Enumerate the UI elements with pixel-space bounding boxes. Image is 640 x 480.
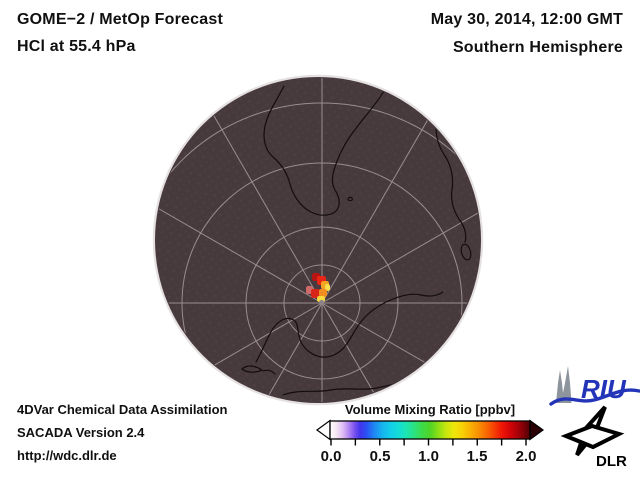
coast-africa <box>435 117 467 243</box>
coast-falklands <box>347 196 353 202</box>
plot-title-instrument: GOME−2 / MetOp Forecast <box>17 11 223 28</box>
plot-datetime: May 30, 2014, 12:00 GMT <box>430 11 623 28</box>
footer-url: http://wdc.dlr.de <box>17 448 117 463</box>
riu-wordmark: RIU <box>581 374 627 404</box>
riu-swoosh <box>549 388 640 406</box>
globe-rim <box>152 74 484 406</box>
data-cell <box>325 284 330 291</box>
pole-marker <box>318 299 325 306</box>
cathedral-icon <box>556 366 572 403</box>
footer-version: SACADA Version 2.4 <box>17 425 145 440</box>
riu-logo: RIU <box>549 366 640 406</box>
coast-south-america <box>263 85 389 216</box>
colorbar-tick-label: 1.0 <box>418 448 439 465</box>
footer-assimilation: 4DVar Chemical Data Assimilation <box>17 402 228 417</box>
colorbar-ticks <box>330 439 527 446</box>
colorbar-right-arrow <box>529 419 545 441</box>
globe-data-texture <box>156 78 480 402</box>
colorbar-tick-label: 2.0 <box>516 448 537 465</box>
dlr-emblem-horizontal <box>560 423 625 450</box>
hcl-data-cluster <box>306 273 330 306</box>
dlr-wordmark: DLR <box>596 453 627 470</box>
colorbar-tick-label: 1.5 <box>467 448 488 465</box>
meridian-line <box>321 302 470 402</box>
dlr-logo: DLR <box>560 405 627 470</box>
meridian-line <box>156 155 323 304</box>
colorbar-gradient-bar <box>329 420 531 440</box>
meridian-line <box>174 302 323 402</box>
colorbar-tick-label: 0.0 <box>321 448 342 465</box>
colorbar-left-arrow <box>315 419 331 441</box>
plot-hemisphere: Southern Hemisphere <box>452 39 623 56</box>
colorbar-tick-label: 0.5 <box>370 448 391 465</box>
coast-antarctic-peninsula <box>241 365 276 375</box>
meridian-line <box>321 155 480 304</box>
coast-antarctica-main <box>255 291 444 363</box>
data-cell <box>319 289 327 297</box>
plot-title-species-level: HCl at 55.4 hPa <box>17 38 136 55</box>
coastlines <box>241 85 472 396</box>
colorbar: 0.0 0.5 1.0 1.5 2.0 <box>315 419 545 465</box>
coast-island <box>460 243 472 261</box>
data-cell <box>311 289 320 298</box>
colorbar-title: Volume Mixing Ratio [ppbv] <box>344 402 516 417</box>
